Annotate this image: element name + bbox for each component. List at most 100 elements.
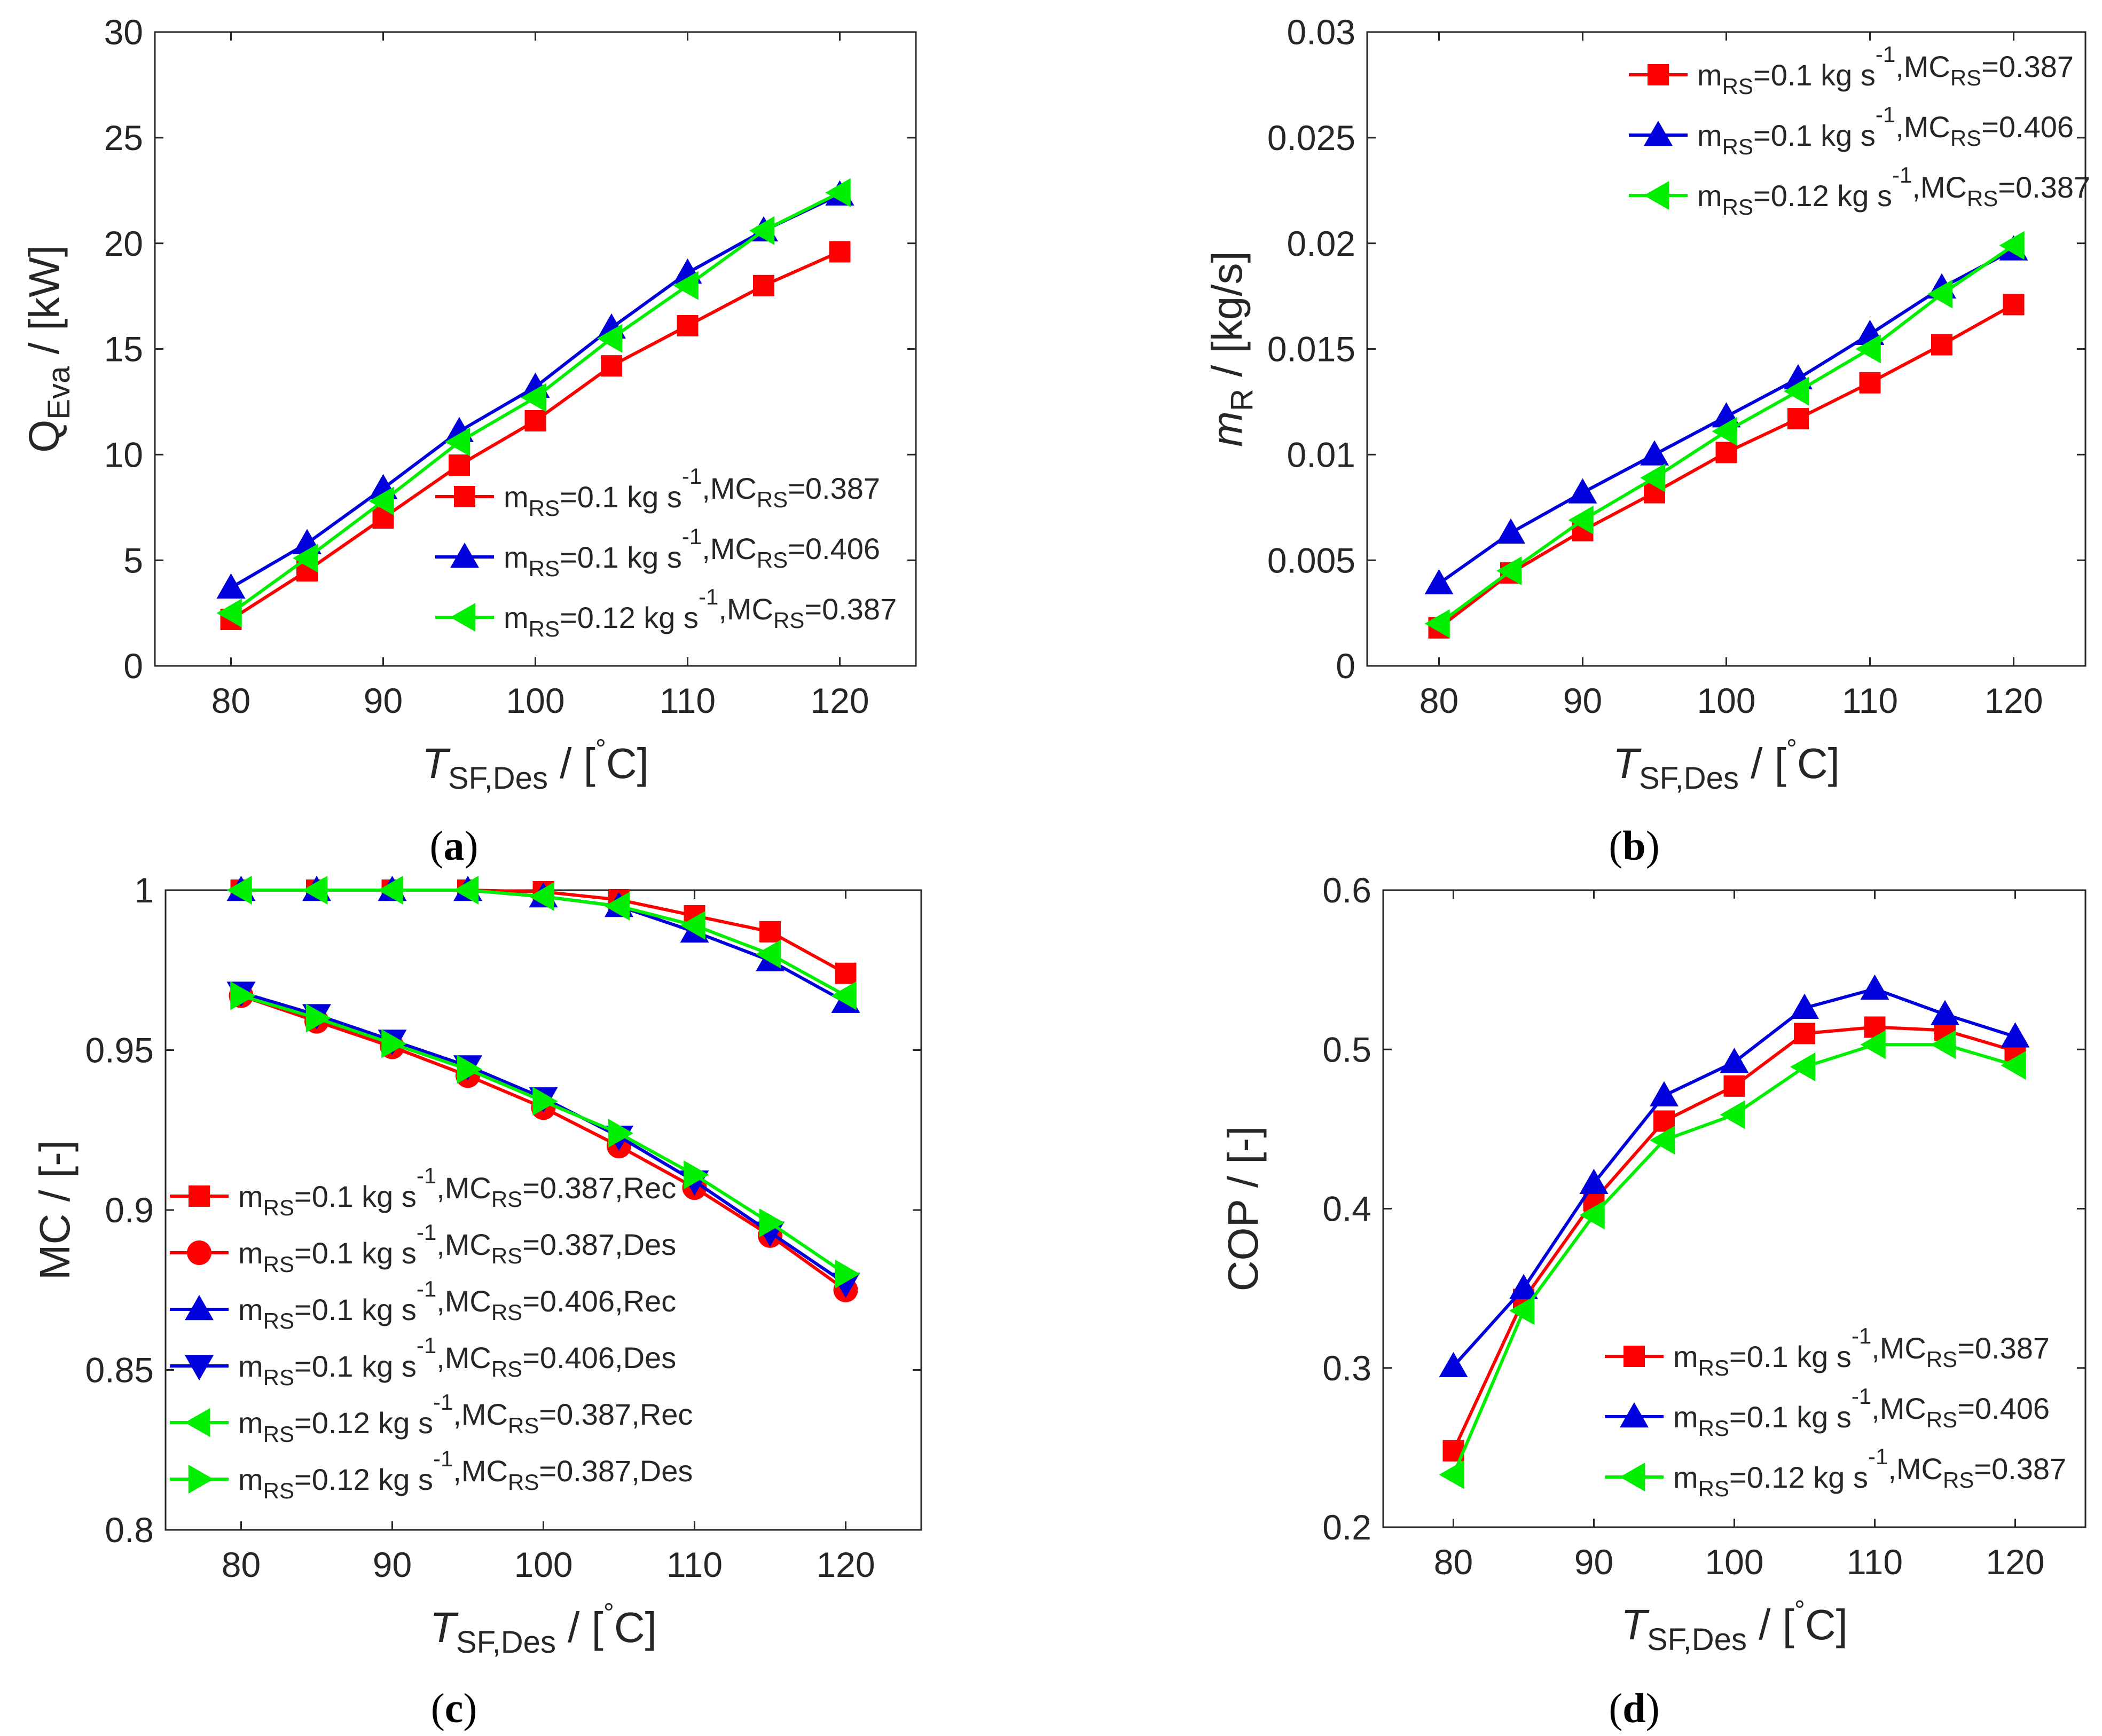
- data-point-d1-5: [1794, 1023, 1815, 1044]
- legend-marker: [1623, 1346, 1645, 1367]
- data-point-b1-6: [1859, 372, 1881, 394]
- legend-entry: mRS=0.1 kg s-1,MCRS=0.406: [504, 524, 880, 581]
- legend-marker: [185, 1408, 210, 1437]
- legend-entry: mRS=0.12 kg s-1,MCRS=0.387,Rec: [238, 1389, 693, 1447]
- legend-entry: mRS=0.1 kg s-1,MCRS=0.406,Des: [238, 1333, 676, 1390]
- data-point-d2-3: [1650, 1081, 1679, 1106]
- legend-entry: mRS=0.12 kg s-1,MCRS=0.387,Des: [238, 1446, 693, 1503]
- data-point-b2-2: [1568, 478, 1597, 504]
- data-point-c5-3: [453, 876, 479, 905]
- series-d3: [1439, 1030, 2026, 1489]
- data-point-b2-0: [1424, 569, 1454, 594]
- x-tick-label: 90: [373, 1545, 412, 1584]
- data-point-a3-4: [521, 383, 546, 412]
- y-tick-label: 0.01: [1287, 435, 1355, 474]
- data-point-b2-3: [1640, 440, 1669, 466]
- data-point-c5-1: [302, 876, 328, 905]
- x-axis-label: TSF,Des / [°C]: [1613, 734, 1840, 796]
- y-tick-label: 0.85: [85, 1350, 154, 1390]
- data-point-c5-2: [378, 876, 403, 905]
- series-c6: [230, 981, 860, 1289]
- data-point-b3-3: [1640, 463, 1666, 492]
- x-tick-label: 100: [506, 681, 564, 720]
- data-point-b1-8: [2003, 294, 2025, 316]
- data-point-d3-5: [1790, 1052, 1816, 1082]
- x-axis-label: TSF,Des / [°C]: [430, 1598, 657, 1660]
- legend-entry: mRS=0.1 kg s-1,MCRS=0.387,Rec: [238, 1163, 676, 1220]
- legend-marker: [188, 1465, 214, 1494]
- data-point-a3-2: [368, 486, 394, 516]
- plot-area: [1382, 889, 2087, 1528]
- data-point-d3-2: [1579, 1200, 1605, 1230]
- data-point-d3-8: [2001, 1051, 2026, 1080]
- legend-entry: mRS=0.1 kg s-1,MCRS=0.406: [1673, 1384, 2050, 1441]
- data-point-a2-0: [216, 573, 246, 599]
- y-tick-label: 15: [104, 329, 143, 369]
- data-point-c5-6: [680, 910, 705, 940]
- data-point-c6-8: [835, 1259, 860, 1289]
- series-c5: [226, 876, 857, 1010]
- x-tick-label: 120: [1986, 1542, 2044, 1582]
- legend-marker: [1620, 1463, 1645, 1491]
- y-tick-label: 0.5: [1322, 1030, 1371, 1069]
- data-point-c6-7: [759, 1208, 785, 1237]
- panel-caption: (b): [1609, 822, 1659, 869]
- data-point-a3-6: [673, 271, 699, 300]
- data-point-d2-2: [1579, 1168, 1609, 1195]
- data-point-d2-8: [2001, 1022, 2030, 1048]
- y-tick-label: 0.025: [1267, 118, 1355, 158]
- data-point-a3-5: [597, 324, 623, 353]
- x-tick-label: 120: [810, 681, 869, 720]
- data-point-b1-7: [1931, 334, 1952, 356]
- data-point-d2-6: [1860, 974, 1889, 1000]
- data-point-c6-5: [608, 1119, 633, 1148]
- legend-marker: [450, 603, 476, 632]
- y-tick-label: 25: [104, 118, 143, 158]
- data-point-c5-7: [756, 939, 781, 969]
- y-tick-label: 10: [104, 435, 143, 474]
- series-a3: [216, 178, 851, 628]
- x-tick-label: 120: [816, 1545, 875, 1584]
- data-point-b3-1: [1496, 556, 1522, 585]
- data-point-c1-8: [835, 962, 857, 984]
- panel-d: 0.2 0.3 0.4 0.5 0.6 80 90 100 110 120 TSF,Des / [°…: [1219, 870, 2087, 1731]
- data-point-b3-6: [1855, 334, 1881, 364]
- x-tick-label: 120: [1984, 681, 2043, 720]
- y-tick-label: 30: [104, 12, 143, 52]
- y-tick-label: 0.6: [1322, 870, 1371, 910]
- legend-marker: [450, 543, 479, 568]
- y-tick-label: 0.8: [105, 1510, 154, 1550]
- data-point-b2-1: [1496, 518, 1525, 544]
- data-point-c5-4: [529, 882, 554, 911]
- series-b3: [1424, 231, 2025, 638]
- series-d1: [1442, 1016, 2026, 1462]
- data-point-b3-7: [1927, 279, 1953, 309]
- y-tick-label: 0: [123, 646, 143, 686]
- y-tick-label: 0.005: [1267, 540, 1355, 580]
- data-point-c5-0: [226, 876, 252, 905]
- legend-marker: [185, 1295, 214, 1321]
- data-point-d3-7: [1931, 1030, 1956, 1059]
- legend-marker: [189, 1185, 210, 1207]
- x-tick-label: 80: [211, 681, 250, 720]
- legend-entry: mRS=0.1 kg s-1,MCRS=0.387: [1673, 1323, 2050, 1380]
- data-point-d2-0: [1439, 1352, 1468, 1378]
- data-point-d3-6: [1860, 1030, 1886, 1059]
- y-axis-label: QEva / [kW]: [20, 245, 76, 453]
- legend-marker: [1648, 64, 1669, 85]
- data-point-d1-4: [1723, 1075, 1745, 1097]
- x-tick-label: 110: [1842, 681, 1898, 720]
- data-point-d3-4: [1720, 1100, 1745, 1129]
- y-tick-label: 1: [134, 870, 154, 910]
- data-point-c6-0: [230, 981, 256, 1010]
- x-tick-label: 80: [1434, 1542, 1473, 1582]
- legend-marker: [1620, 1402, 1649, 1428]
- data-point-b3-4: [1712, 417, 1737, 446]
- y-tick-label: 0.015: [1267, 329, 1355, 369]
- y-tick-label: 20: [104, 224, 143, 263]
- data-point-a1-8: [829, 241, 851, 263]
- data-point-d3-1: [1509, 1296, 1535, 1325]
